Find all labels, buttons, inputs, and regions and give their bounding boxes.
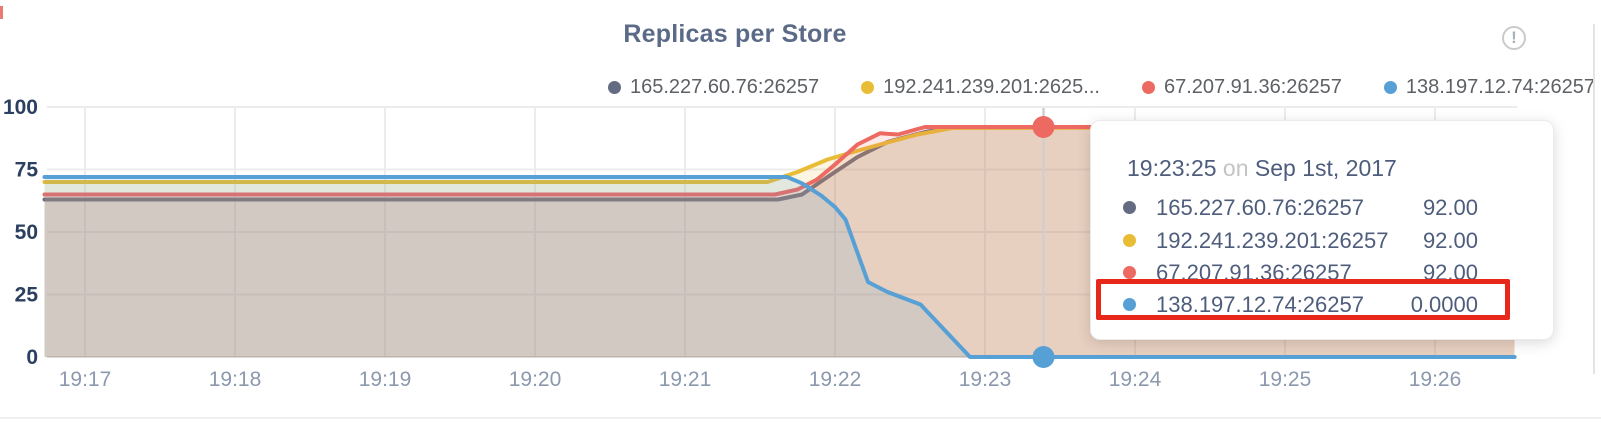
left-edge-artifact: [0, 6, 3, 19]
tooltip-series-label-0: 165.227.60.76:26257: [1156, 195, 1364, 220]
tooltip-header: 19:23:25 on Sep 1st, 2017: [1127, 155, 1397, 182]
info-icon-glyph: !: [1511, 28, 1517, 47]
tooltip-series-label-1: 192.241.239.201:26257: [1156, 228, 1389, 253]
tooltip-series-dot-2: [1123, 266, 1136, 279]
legend-item-0[interactable]: 165.227.60.76:26257: [608, 76, 819, 99]
x-tick-label: 19:24: [1109, 368, 1162, 391]
tooltip-time: 19:23:25: [1127, 155, 1217, 181]
x-tick-label: 19:25: [1259, 368, 1312, 391]
y-tick-label: 75: [15, 159, 39, 182]
y-tick-label: 0: [26, 346, 38, 369]
area-fill-3: [44, 177, 1515, 357]
tooltip-date: Sep 1st, 2017: [1254, 155, 1397, 181]
legend-label-1: 192.241.239.201:2625...: [883, 76, 1100, 98]
chart-title: Replicas per Store: [623, 20, 847, 48]
legend-dot-1: [861, 81, 875, 94]
legend-label-2: 67.207.91.36:26257: [1163, 76, 1342, 98]
highlight-annotation: [1096, 279, 1510, 320]
tooltip-series-dot-3: [1123, 298, 1136, 311]
legend-dot-0: [608, 81, 621, 94]
tooltip-row-1: 192.241.239.201:26257 92.00: [1091, 226, 1553, 254]
series-line-2: [42, 125, 1517, 197]
tooltip-row-0: 165.227.60.76:26257 92.00: [1091, 193, 1553, 221]
legend-label-3: 138.197.12.74:26257: [1405, 76, 1595, 98]
legend-item-1[interactable]: 192.241.239.201:2625...: [861, 76, 1100, 99]
panel-bottom-border: [0, 417, 1601, 419]
tooltip-conjunction: on: [1222, 155, 1249, 181]
tooltip-row-3: 138.197.12.74:26257 0.0000: [1091, 290, 1553, 318]
tooltip-series-dot-1: [1123, 234, 1136, 247]
hover-marker-3: [1032, 346, 1055, 368]
y-tick-label: 100: [3, 96, 38, 119]
tooltip-series-value-1: 92.00: [1422, 228, 1478, 253]
tooltip-series-dot-0: [1123, 201, 1136, 214]
series-line-3: [42, 175, 1517, 359]
legend: 165.227.60.76:26257 192.241.239.201:2625.…: [608, 76, 1595, 99]
legend-item-2[interactable]: 67.207.91.36:26257: [1141, 76, 1342, 99]
x-tick-label: 19:26: [1409, 368, 1462, 391]
hover-marker-2: [1032, 116, 1055, 138]
x-tick-label: 19:22: [809, 368, 862, 391]
x-tick-label: 19:20: [509, 368, 562, 391]
tooltip-series-value-3: 0.0000: [1410, 292, 1478, 317]
x-tick-label: 19:17: [59, 368, 112, 391]
legend-dot-3: [1383, 81, 1397, 94]
panel-right-border: [1593, 24, 1595, 374]
legend-label-0: 165.227.60.76:26257: [630, 76, 820, 98]
x-tick-label: 19:21: [659, 368, 712, 391]
x-tick-label: 19:18: [209, 368, 262, 391]
y-tick-label: 50: [15, 221, 38, 244]
tooltip-series-label-3: 138.197.12.74:26257: [1156, 292, 1364, 317]
info-icon[interactable]: !: [1502, 26, 1526, 50]
tooltip-series-value-0: 92.00: [1422, 195, 1478, 220]
x-tick-label: 19:23: [959, 368, 1012, 391]
legend-dot-2: [1141, 81, 1155, 94]
x-tick-label: 19:19: [359, 368, 412, 391]
legend-item-3[interactable]: 138.197.12.74:26257: [1383, 76, 1595, 99]
y-tick-label: 25: [15, 284, 39, 307]
hover-tooltip: 19:23:25 on Sep 1st, 2017 165.227.60.76:…: [1090, 120, 1554, 340]
